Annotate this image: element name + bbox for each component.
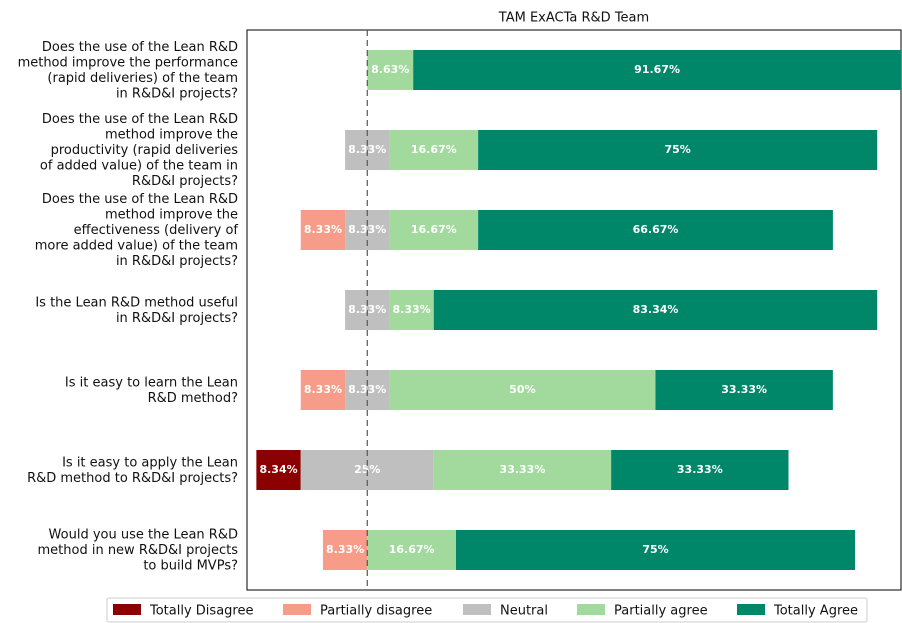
bar-segment <box>389 210 479 250</box>
value-label: 8.33% <box>326 543 364 556</box>
chart-title: TAM ExACTa R&D Team <box>498 11 649 26</box>
value-label: 8.34% <box>259 463 297 476</box>
y-tick-label: Does the use of the Lean R&D method impro… <box>35 192 239 269</box>
bar-segment <box>433 450 612 490</box>
value-label: 33.33% <box>500 463 546 476</box>
value-label: 8.63% <box>371 63 409 76</box>
bar-segment <box>478 210 833 250</box>
value-label: 83.34% <box>633 303 679 316</box>
bars <box>256 50 901 570</box>
y-tick-label: Is it easy to apply the Lean R&D method t… <box>27 455 238 486</box>
value-label: 8.33% <box>348 383 386 396</box>
value-label: 8.33% <box>393 303 431 316</box>
value-label: 16.67% <box>389 543 435 556</box>
legend-label: Totally Agree <box>773 604 858 619</box>
y-tick-label: Is the Lean R&D method useful in R&D&I pr… <box>35 295 238 326</box>
legend-label: Totally Disagree <box>149 604 253 619</box>
bar-segment <box>389 370 656 410</box>
value-label: 8.33% <box>304 383 342 396</box>
value-label: 50% <box>509 383 535 396</box>
legend-label: Partially agree <box>614 604 708 619</box>
bar-segment <box>322 530 368 570</box>
value-label: 25% <box>354 463 380 476</box>
legend-label: Partially disagree <box>320 604 432 619</box>
plot-frame <box>246 29 902 591</box>
y-tick-label: Would you use the Lean R&D method in new … <box>38 527 239 573</box>
legend-label: Neutral <box>500 604 548 619</box>
legend-swatch <box>283 604 311 615</box>
value-label: 8.33% <box>348 143 386 156</box>
legend-swatch <box>113 604 141 615</box>
bar-segment <box>389 130 479 170</box>
value-label: 33.33% <box>677 463 723 476</box>
legend-swatch <box>577 604 605 615</box>
value-label: 8.33% <box>348 303 386 316</box>
value-label: 75% <box>642 543 668 556</box>
bar-segment <box>478 130 878 170</box>
bar-segment <box>433 290 878 330</box>
value-label: 8.33% <box>304 223 342 236</box>
value-label: 16.67% <box>411 143 457 156</box>
bar-segment <box>655 370 833 410</box>
value-label: 16.67% <box>411 223 457 236</box>
y-tick-label: Does the use of the Lean R&D method impro… <box>40 112 238 189</box>
bar-segment <box>367 530 456 570</box>
bar-segment <box>300 370 346 410</box>
bar-segment <box>367 50 414 90</box>
y-tick-label: Is it easy to learn the Lean R&D method? <box>65 375 238 406</box>
legend-swatch <box>463 604 491 615</box>
bar-segment <box>455 530 856 570</box>
value-label: 8.33% <box>348 223 386 236</box>
bar-segment <box>611 450 789 490</box>
value-label: 66.67% <box>633 223 679 236</box>
value-label: 75% <box>665 143 691 156</box>
y-tick-label: Does the use of the Lean R&D method impro… <box>18 39 238 101</box>
value-label: 33.33% <box>721 383 767 396</box>
bar-segment <box>389 290 434 330</box>
bar-segment <box>413 50 901 90</box>
bar-segment <box>300 210 346 250</box>
value-label: 91.67% <box>634 63 680 76</box>
bar-segment <box>256 450 301 490</box>
legend-swatch <box>737 604 765 615</box>
